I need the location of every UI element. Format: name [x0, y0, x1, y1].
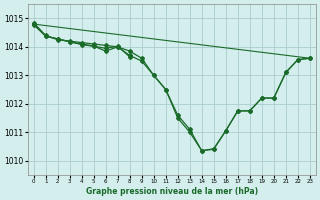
X-axis label: Graphe pression niveau de la mer (hPa): Graphe pression niveau de la mer (hPa) [86, 187, 258, 196]
